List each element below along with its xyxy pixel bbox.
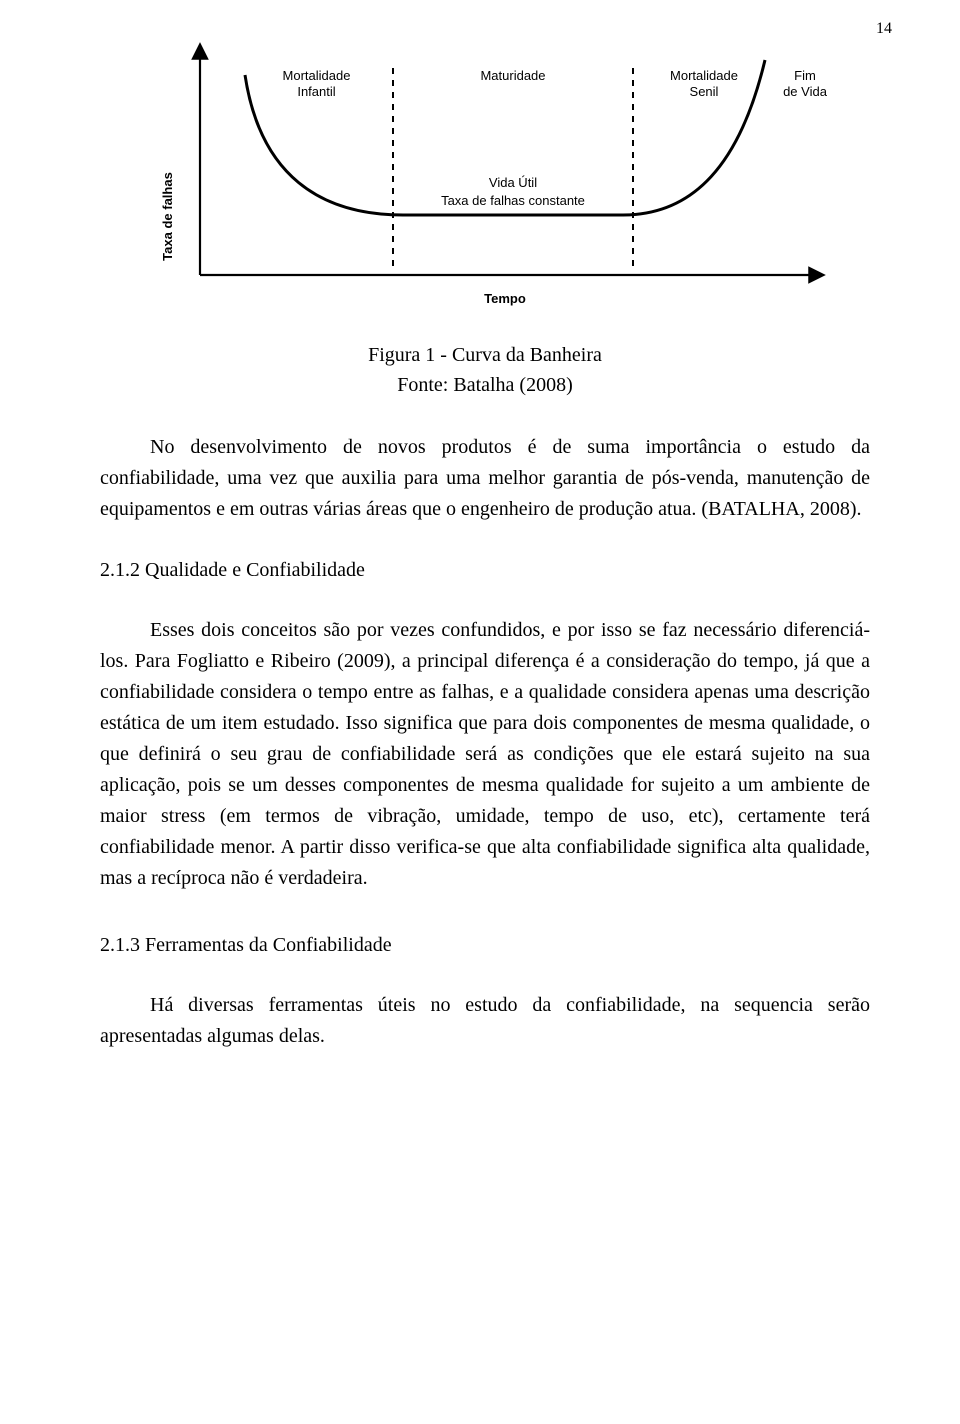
svg-text:Taxa de falhas constante: Taxa de falhas constante <box>441 193 585 208</box>
page-number: 14 <box>876 20 892 38</box>
chart-svg: Taxa de falhasTempoMortalidadeInfantilMa… <box>115 40 855 320</box>
chart-canvas: Taxa de falhasTempoMortalidadeInfantilMa… <box>115 40 855 320</box>
section-heading-212: 2.1.2 Qualidade e Confiabilidade <box>100 555 870 585</box>
bathtub-curve-chart: Taxa de falhasTempoMortalidadeInfantilMa… <box>115 40 855 320</box>
caption-line2: Fonte: Batalha (2008) <box>397 374 573 396</box>
svg-text:Senil: Senil <box>690 84 719 99</box>
paragraph-intro: No desenvolvimento de novos produtos é d… <box>100 432 870 525</box>
svg-text:Vida Útil: Vida Útil <box>489 175 537 190</box>
svg-text:Fim: Fim <box>794 68 816 83</box>
page: 14 Taxa de falhasTempoMortalidadeInfanti… <box>0 0 960 1142</box>
svg-text:Taxa de falhas: Taxa de falhas <box>160 172 175 261</box>
svg-text:Tempo: Tempo <box>484 291 526 306</box>
svg-text:Mortalidade: Mortalidade <box>283 68 351 83</box>
svg-text:Infantil: Infantil <box>297 84 335 99</box>
section-heading-213: 2.1.3 Ferramentas da Confiabilidade <box>100 930 870 960</box>
paragraph-tools: Há diversas ferramentas úteis no estudo … <box>100 990 870 1052</box>
figure-caption: Figura 1 - Curva da Banheira Fonte: Bata… <box>100 340 870 400</box>
svg-text:Mortalidade: Mortalidade <box>670 68 738 83</box>
paragraph-quality: Esses dois conceitos são por vezes confu… <box>100 615 870 894</box>
caption-line1: Figura 1 - Curva da Banheira <box>368 344 602 366</box>
svg-text:Maturidade: Maturidade <box>480 68 545 83</box>
svg-text:de Vida: de Vida <box>783 84 828 99</box>
